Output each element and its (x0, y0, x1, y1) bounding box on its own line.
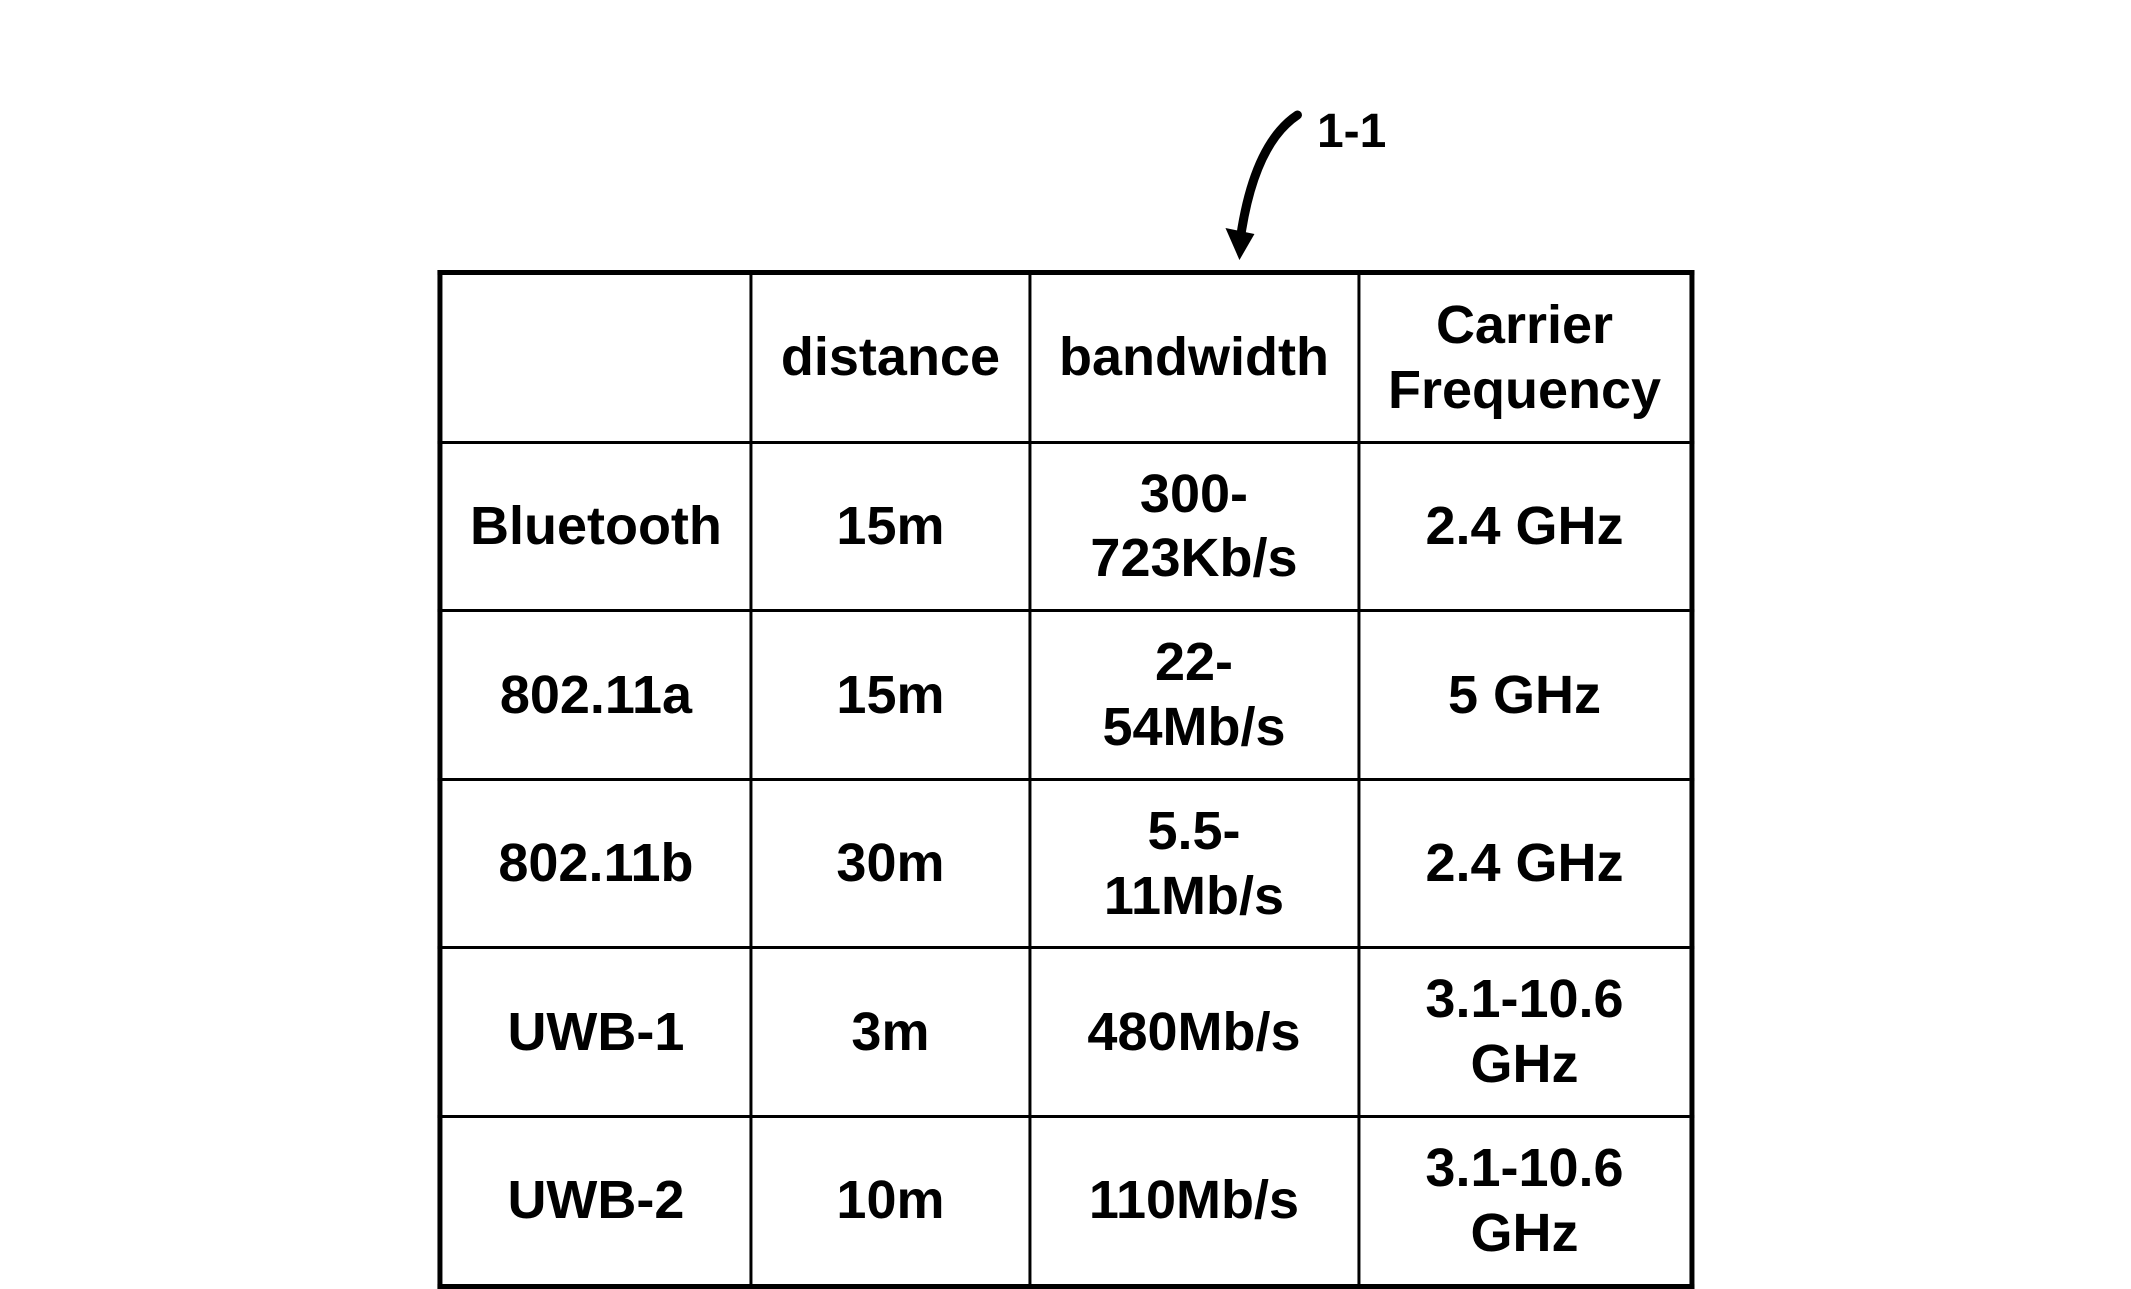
header-carrier-frequency: Carrier Frequency (1358, 273, 1691, 443)
wireless-protocols-table: distance bandwidth Carrier Frequency Blu… (437, 270, 1694, 1289)
cell-bandwidth: 480Mb/s (1030, 948, 1359, 1117)
cell-bandwidth: 300-723Kb/s (1030, 442, 1359, 611)
cell-protocol: 802.11b (439, 779, 751, 948)
figure-callout: 1-1 (437, 100, 1694, 270)
figure-container: 1-1 distance bandwidth Carrier Frequency… (437, 100, 1694, 1289)
header-protocol (439, 273, 751, 443)
header-distance: distance (751, 273, 1029, 443)
cell-freq: 5 GHz (1358, 611, 1691, 780)
cell-freq: 2.4 GHz (1358, 779, 1691, 948)
table-header-row: distance bandwidth Carrier Frequency (439, 273, 1691, 443)
table-row: 802.11a 15m 22- 54Mb/s 5 GHz (439, 611, 1691, 780)
cell-distance: 15m (751, 611, 1029, 780)
cell-distance: 3m (751, 948, 1029, 1117)
cell-freq: 2.4 GHz (1358, 442, 1691, 611)
cell-freq: 3.1-10.6 GHz (1358, 948, 1691, 1117)
cell-distance: 15m (751, 442, 1029, 611)
cell-protocol: Bluetooth (439, 442, 751, 611)
cell-protocol: UWB-1 (439, 948, 751, 1117)
cell-bandwidth: 110Mb/s (1030, 1116, 1359, 1286)
cell-protocol: UWB-2 (439, 1116, 751, 1286)
cell-freq: 3.1-10.6 GHz (1358, 1116, 1691, 1286)
header-bandwidth: bandwidth (1030, 273, 1359, 443)
cell-protocol: 802.11a (439, 611, 751, 780)
table-row: UWB-2 10m 110Mb/s 3.1-10.6 GHz (439, 1116, 1691, 1286)
header-carrier-line2: Frequency (1388, 360, 1661, 420)
cell-distance: 30m (751, 779, 1029, 948)
table-row: Bluetooth 15m 300-723Kb/s 2.4 GHz (439, 442, 1691, 611)
cell-distance: 10m (751, 1116, 1029, 1286)
cell-bandwidth: 22- 54Mb/s (1030, 611, 1359, 780)
figure-label: 1-1 (1317, 104, 1386, 159)
table-row: 802.11b 30m 5.5- 11Mb/s 2.4 GHz (439, 779, 1691, 948)
cell-bandwidth: 5.5- 11Mb/s (1030, 779, 1359, 948)
header-carrier-line1: Carrier (1436, 295, 1613, 355)
table-row: UWB-1 3m 480Mb/s 3.1-10.6 GHz (439, 948, 1691, 1117)
